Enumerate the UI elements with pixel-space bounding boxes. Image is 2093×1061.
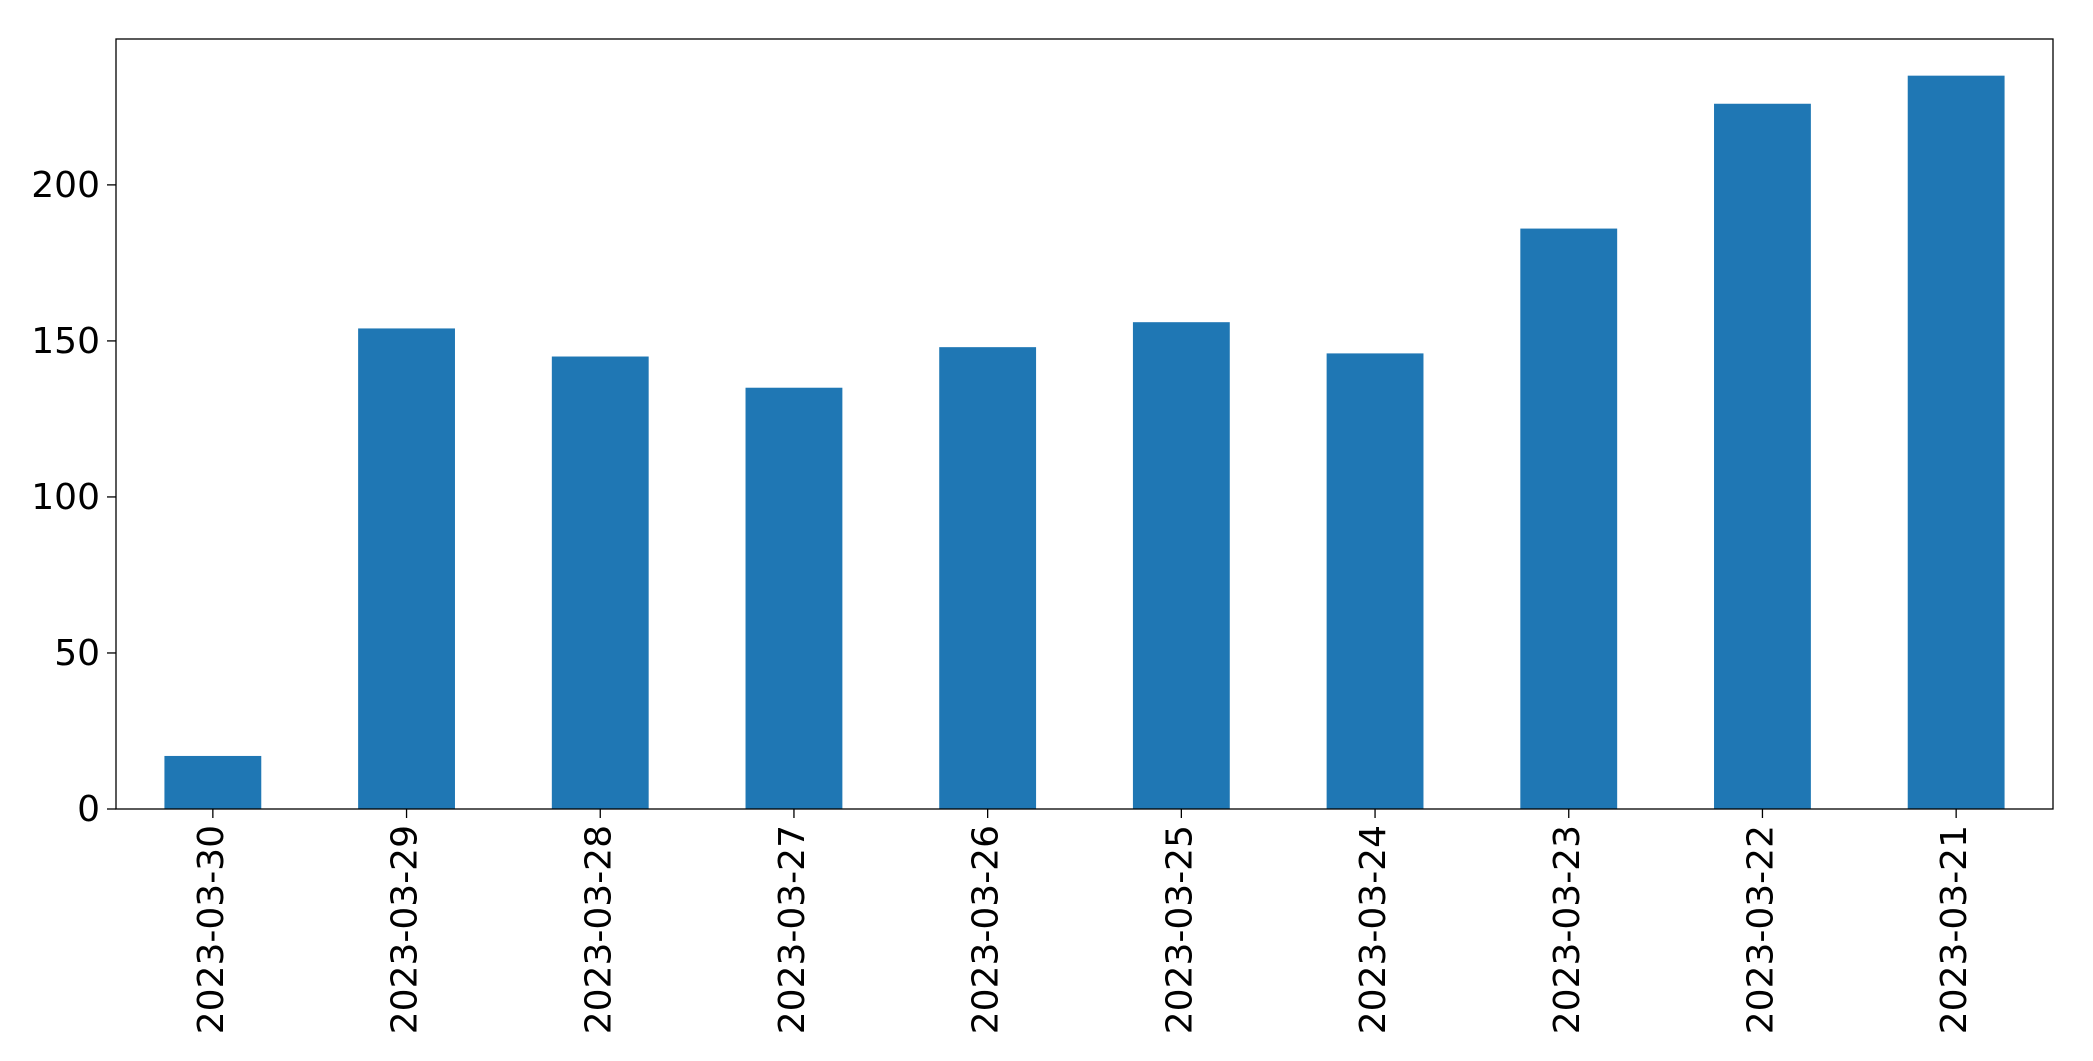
y-tick-label: 100 [31, 477, 100, 518]
y-tick-label: 200 [31, 165, 100, 206]
bar [745, 387, 843, 809]
y-tick-label: 150 [31, 321, 100, 362]
bar [358, 328, 455, 809]
bar [939, 347, 1037, 809]
x-tick-label: 2023-03-24 [1353, 825, 1394, 1034]
bar [164, 755, 262, 809]
plot-frame [115, 38, 2054, 810]
y-tick-label: 0 [77, 789, 100, 830]
bar [1132, 322, 1230, 809]
x-tick-label: 2023-03-23 [1547, 825, 1588, 1034]
bar [1714, 103, 1811, 809]
y-tick-label: 50 [54, 633, 100, 674]
bar [1907, 75, 2005, 809]
x-tick-label: 2023-03-27 [772, 825, 813, 1034]
x-tick-label: 2023-03-29 [385, 825, 426, 1034]
bar [551, 356, 649, 809]
x-tick-label: 2023-03-30 [191, 825, 232, 1034]
x-tick-label: 2023-03-22 [1740, 825, 1781, 1034]
x-tick-label: 2023-03-25 [1159, 825, 1200, 1034]
x-tick-label: 2023-03-28 [578, 825, 619, 1034]
x-tick-label: 2023-03-26 [966, 825, 1007, 1034]
x-tick-label: 2023-03-21 [1934, 825, 1975, 1034]
bar [1326, 353, 1424, 809]
bar [1520, 228, 1618, 809]
